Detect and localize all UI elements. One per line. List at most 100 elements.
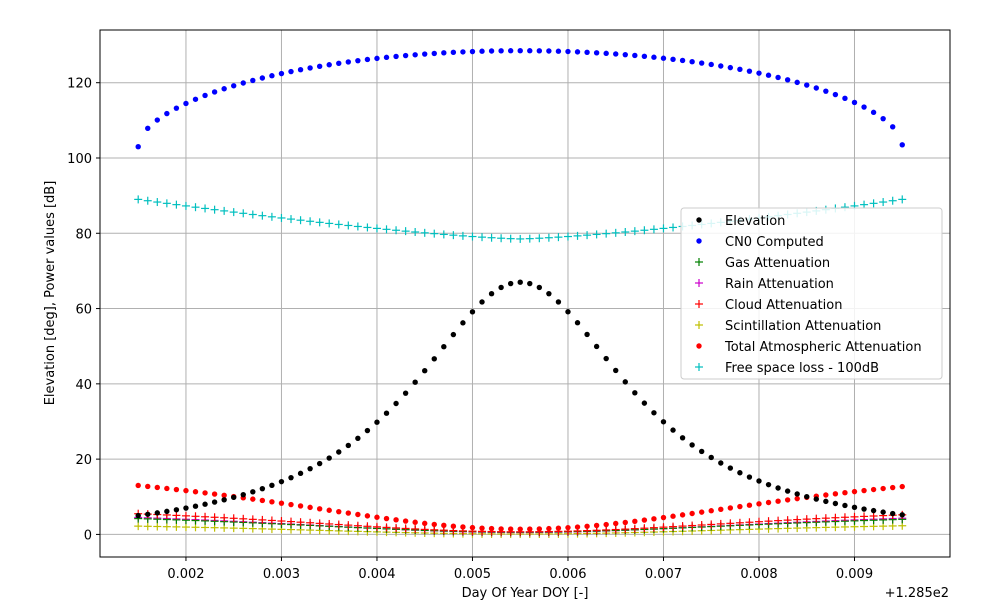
data-point xyxy=(162,522,171,531)
data-point xyxy=(172,511,181,520)
data-point xyxy=(565,48,571,55)
data-point xyxy=(649,523,658,532)
data-point xyxy=(240,80,246,86)
data-point xyxy=(431,521,437,528)
legend-marker xyxy=(695,321,703,329)
data-point xyxy=(164,508,170,515)
data-point xyxy=(851,504,858,511)
legend-item: Cloud Attenuation xyxy=(695,298,842,313)
data-point xyxy=(411,524,420,533)
data-point xyxy=(544,233,553,242)
legend-marker xyxy=(695,279,703,287)
data-point xyxy=(708,508,714,514)
data-point xyxy=(383,515,390,522)
data-point xyxy=(651,410,657,416)
data-point xyxy=(325,219,334,228)
data-point xyxy=(202,92,208,99)
data-point xyxy=(498,526,504,532)
data-point xyxy=(449,231,458,240)
data-point xyxy=(402,52,409,59)
data-point xyxy=(259,497,266,504)
data-point xyxy=(660,514,667,521)
data-point xyxy=(536,284,543,291)
legend-label: Gas Attenuation xyxy=(725,256,830,271)
data-point xyxy=(716,519,725,528)
data-point xyxy=(450,331,457,338)
data-point xyxy=(478,233,487,242)
data-point xyxy=(669,223,678,232)
data-point xyxy=(708,61,714,68)
data-point xyxy=(316,460,323,467)
data-point xyxy=(258,515,267,524)
data-point xyxy=(603,50,609,57)
data-point xyxy=(698,509,705,515)
data-point xyxy=(412,519,418,525)
data-point xyxy=(765,72,772,78)
data-point xyxy=(393,53,399,60)
data-point xyxy=(546,525,552,532)
data-point xyxy=(355,511,361,518)
data-point xyxy=(812,514,821,523)
data-point xyxy=(374,514,380,520)
data-point xyxy=(727,505,734,511)
data-point xyxy=(183,487,189,494)
data-point xyxy=(611,525,620,534)
data-point xyxy=(784,488,791,494)
data-point xyxy=(221,86,227,92)
data-point xyxy=(506,234,515,243)
data-point xyxy=(593,522,600,529)
data-point xyxy=(229,208,238,217)
data-point xyxy=(535,234,544,243)
data-point xyxy=(296,216,305,225)
x-tick-label: 0.003 xyxy=(263,567,300,582)
data-point xyxy=(134,522,143,531)
data-point xyxy=(334,220,343,229)
data-point xyxy=(584,523,590,529)
data-point xyxy=(611,228,620,237)
data-point xyxy=(250,496,256,502)
data-point xyxy=(172,200,181,209)
data-point xyxy=(860,512,869,521)
data-point xyxy=(621,228,630,237)
data-point xyxy=(861,487,867,494)
data-point xyxy=(393,517,399,523)
data-point xyxy=(888,196,897,205)
data-point xyxy=(143,522,152,531)
data-point xyxy=(565,309,571,315)
data-point xyxy=(401,524,410,533)
data-point xyxy=(641,517,648,523)
data-point xyxy=(297,470,304,477)
data-point xyxy=(670,427,676,433)
data-point xyxy=(602,229,611,238)
data-point xyxy=(269,73,275,79)
data-point xyxy=(898,195,907,204)
data-point xyxy=(718,460,724,466)
y-tick-label: 0 xyxy=(84,528,92,543)
data-point xyxy=(603,355,609,362)
data-point xyxy=(439,230,448,239)
data-point xyxy=(412,52,418,58)
data-point xyxy=(802,515,811,524)
data-point xyxy=(191,203,200,212)
data-point xyxy=(546,48,552,54)
data-point xyxy=(574,49,581,55)
data-point xyxy=(259,485,266,492)
data-point xyxy=(583,231,592,240)
data-point xyxy=(468,232,477,241)
data-point xyxy=(735,518,744,527)
data-point xyxy=(592,230,601,239)
data-point xyxy=(765,481,772,488)
data-point xyxy=(441,343,447,350)
data-point xyxy=(498,284,504,291)
x-offset-label: +1.285e2 xyxy=(885,586,949,600)
data-point xyxy=(383,54,390,61)
data-point xyxy=(211,499,218,505)
data-point xyxy=(430,525,439,534)
data-point xyxy=(678,522,687,531)
data-point xyxy=(229,514,238,523)
data-point xyxy=(181,511,190,520)
data-point xyxy=(336,60,342,66)
data-point xyxy=(794,495,800,502)
x-tick-label: 0.008 xyxy=(740,567,777,582)
data-point xyxy=(355,57,361,64)
